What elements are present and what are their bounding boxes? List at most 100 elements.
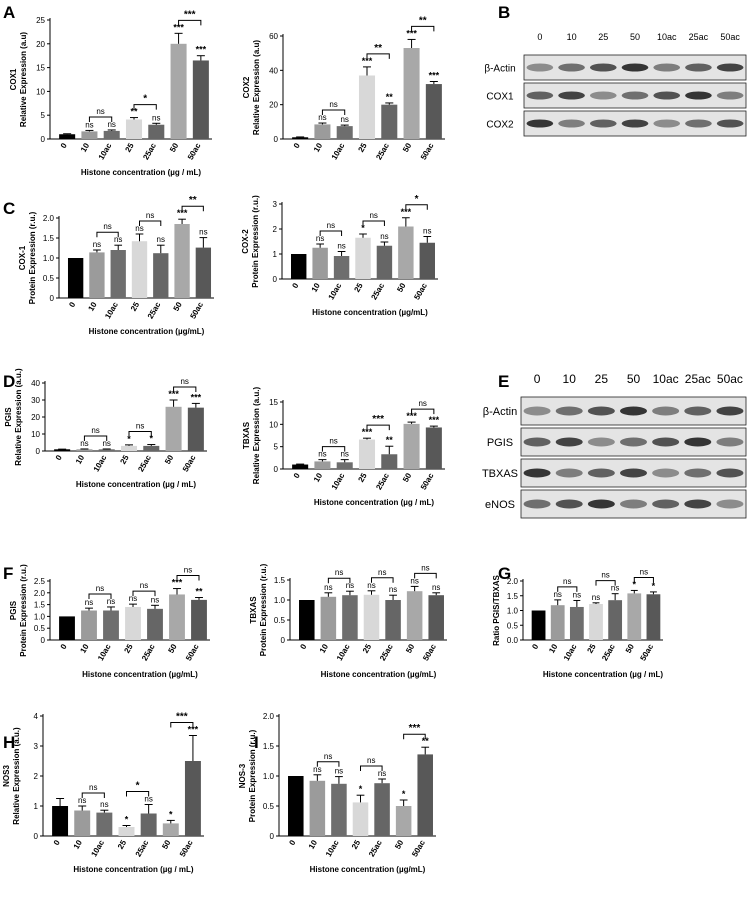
y-tick-label: 0.5 — [34, 624, 46, 633]
significance-label: ns — [80, 439, 88, 448]
x-tick-label: 10ac — [335, 642, 352, 662]
bar — [81, 610, 97, 640]
bracket-label: ns — [136, 422, 144, 431]
y-axis-label: Protein Expression (r.u.) — [19, 564, 28, 657]
bar — [96, 812, 113, 836]
chart-f1: 0 0.5 1.0 1.5 2.0 2.5 PGIS Protein Expression (… — [9, 564, 210, 679]
bracket-label: ns — [327, 221, 335, 230]
x-tick-label: 25 — [129, 300, 142, 313]
bar — [76, 449, 93, 451]
x-tick-label: 0 — [287, 838, 297, 847]
chart-c1: 0 0.5 1.0 1.5 2.0 COX-1 Protein Expression (r.… — [18, 195, 214, 336]
significance-label: ** — [386, 92, 394, 102]
y-axis-label: COX-1 — [18, 245, 27, 270]
significance-label: ns — [78, 796, 86, 805]
blot-band — [716, 468, 744, 478]
lane-label: 50 — [630, 32, 640, 42]
bracket — [139, 220, 162, 226]
bar — [309, 780, 326, 836]
x-tick-label: 25ac — [134, 838, 151, 858]
blot-band — [716, 437, 744, 447]
y-tick-label: 25 — [36, 16, 45, 25]
y-tick-label: 5 — [41, 111, 46, 120]
significance-label: ns — [85, 598, 93, 607]
significance-label: ns — [107, 120, 115, 129]
bracket — [178, 19, 202, 26]
blot-band — [526, 119, 554, 128]
bracket — [595, 580, 616, 586]
blot-band — [620, 406, 647, 416]
x-tick-label: 25ac — [374, 471, 391, 491]
chart-a2: 0 20 40 60 COX2 Relative Expression (a.u) 0 ns 1… — [242, 15, 445, 161]
bar — [358, 439, 376, 469]
bar — [312, 247, 328, 279]
y-axis-label: NOS3 — [2, 765, 11, 787]
significance-label: ns — [337, 242, 345, 251]
significance-label: ns — [102, 439, 110, 448]
bar — [381, 454, 398, 469]
bracket — [360, 765, 383, 771]
blot-band — [684, 468, 712, 478]
y-axis-label: Relative Expression (a.u.) — [252, 386, 261, 484]
bar — [288, 776, 304, 836]
x-tick-label: 0 — [52, 838, 62, 847]
bar — [59, 616, 75, 640]
lane-label: 50ac — [720, 32, 740, 42]
bracket — [96, 231, 119, 238]
bracket-label: ns — [180, 377, 188, 386]
x-axis-label: Histone concentration (µg/mL) — [89, 327, 205, 336]
y-tick-label: 10 — [36, 87, 45, 96]
x-tick-label: 25ac — [141, 141, 158, 161]
x-tick-label: 10 — [310, 281, 323, 294]
x-tick-label: 0 — [67, 300, 77, 309]
x-tick-label: 50 — [166, 642, 179, 655]
blot-band — [652, 406, 680, 416]
x-tick-label: 25 — [116, 838, 129, 851]
bracket — [170, 722, 194, 728]
panel-label-c: C — [3, 199, 15, 218]
bar — [89, 252, 105, 298]
y-tick-label: 2.0 — [507, 577, 519, 586]
bracket — [316, 761, 340, 767]
y-tick-label: 0 — [36, 447, 41, 456]
chart-d2: 0 5 10 15 TBXAS Relative Expression (a.u.) 0 ns… — [242, 386, 445, 507]
panel-label-h: H — [3, 733, 15, 752]
significance-label: *** — [429, 70, 440, 80]
chart-d1: 0 10 20 30 40 PGIS Relative Expression (a.u.) 0… — [4, 368, 207, 489]
bracket-label: ** — [419, 15, 427, 26]
bar — [103, 610, 119, 640]
x-tick-label: 25 — [361, 642, 374, 655]
x-tick-label: 10ac — [330, 471, 347, 491]
blot-band — [620, 499, 647, 509]
x-tick-label: 10ac — [103, 300, 120, 320]
x-tick-label: 50ac — [178, 838, 195, 858]
bar — [187, 407, 204, 451]
y-tick-label: 20 — [269, 101, 278, 110]
x-tick-label: 50 — [401, 471, 414, 484]
blot-band — [621, 91, 649, 100]
x-tick-label: 25 — [352, 281, 365, 294]
blot-band — [589, 91, 617, 100]
x-tick-label: 25 — [122, 642, 135, 655]
significance-label: *** — [177, 208, 188, 218]
blot-band — [716, 63, 744, 72]
bracket-label: ns — [96, 107, 104, 116]
lane-label: 50 — [627, 372, 641, 386]
significance-label: ns — [313, 765, 321, 774]
bracket-label: * — [136, 781, 140, 792]
significance-label: * — [359, 784, 363, 794]
significance-label: ns — [340, 450, 348, 459]
blot-band — [555, 499, 583, 509]
bar — [531, 610, 546, 640]
y-tick-label: 15 — [269, 398, 278, 407]
bracket — [181, 205, 204, 212]
bar — [342, 595, 358, 640]
lane-label: 10 — [567, 32, 577, 42]
significance-label: *** — [429, 415, 440, 425]
bracket-label: ns — [329, 437, 337, 446]
bar — [118, 827, 135, 836]
bar — [192, 60, 209, 139]
lane-label: 25ac — [689, 32, 709, 42]
bar — [292, 464, 309, 469]
y-tick-label: 1 — [273, 250, 278, 259]
